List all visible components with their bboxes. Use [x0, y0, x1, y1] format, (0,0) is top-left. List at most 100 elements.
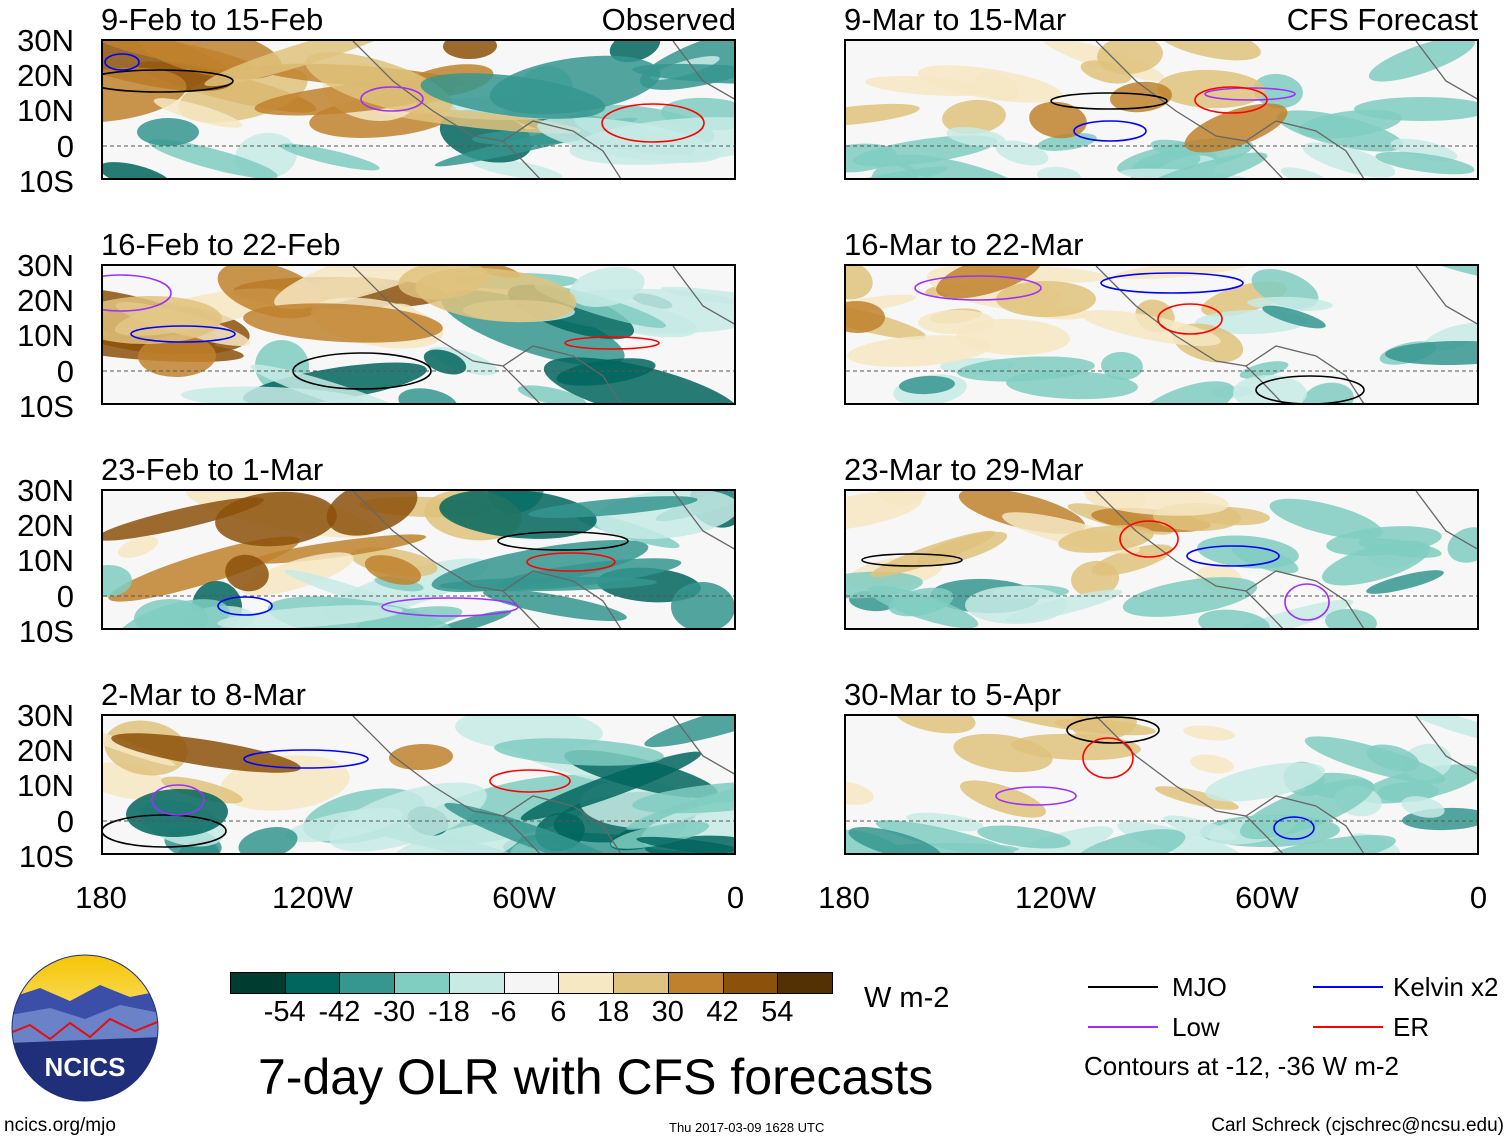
olr-anomaly-blob [1137, 381, 1235, 403]
lat-label: 10N [17, 768, 74, 804]
lat-label: 20N [17, 733, 74, 769]
olr-anomaly-blob [111, 733, 301, 773]
olr-anomaly-blob [1280, 167, 1330, 178]
footer-url[interactable]: ncics.org/mjo [4, 1115, 116, 1136]
coastline [352, 266, 734, 403]
olr-anomaly-blob [632, 780, 734, 814]
olr-anomaly-blob [117, 536, 159, 558]
olr-anomaly-blob [1325, 608, 1377, 628]
lat-label: 10S [18, 163, 74, 199]
legend-kelvin-line [1313, 986, 1383, 988]
olr-anomaly-blob [274, 266, 480, 309]
olr-anomaly-blob [204, 41, 404, 87]
legend-er-line [1313, 1026, 1383, 1028]
olr-anomaly-blob [871, 161, 919, 178]
olr-anomaly-blob [108, 536, 300, 602]
colorbar-swatch [777, 972, 833, 994]
olr-anomaly-blob [329, 782, 487, 852]
forecast-label: CFS Forecast [1286, 2, 1478, 37]
footer-author: Carl Schreck (cjschrec@ncsu.edu) [1211, 1115, 1504, 1136]
wave-contour [151, 784, 205, 816]
lat-label: 30N [17, 248, 74, 283]
olr-anomaly-blob [1029, 101, 1087, 139]
olr-anomaly-blob [936, 266, 1042, 299]
olr-anomaly-blob [398, 388, 458, 403]
ncics-logo: NCICS [11, 954, 159, 1102]
wave-contour [1050, 92, 1168, 110]
olr-anomaly-blob [148, 139, 278, 178]
legend-er-label: ER [1393, 1012, 1430, 1042]
olr-anomaly-blob [443, 41, 497, 60]
lon-label: 180 [818, 880, 870, 915]
olr-anomaly-blob [238, 827, 298, 853]
lat-label: 10S [18, 388, 74, 424]
coastline [1095, 41, 1477, 178]
olr-anomaly-blob [942, 99, 1006, 135]
lat-label: 30N [17, 698, 74, 733]
olr-anomaly-blob [138, 334, 216, 378]
legend-mjo-label: MJO [1172, 972, 1227, 1002]
olr-anomaly-blob [988, 826, 1114, 853]
panel-title: 16-Feb to 22-Feb [101, 227, 341, 262]
colorbar-swatch [339, 972, 396, 994]
olr-anomaly-blob [1390, 138, 1458, 162]
olr-anomaly-blob [569, 266, 645, 308]
coastline [352, 491, 734, 628]
colorbar-label: -18 [427, 996, 470, 1028]
wave-contour [103, 69, 234, 93]
olr-anomaly-blob [103, 295, 222, 345]
colorbar-label: 42 [706, 996, 739, 1028]
wave-contour [103, 274, 172, 312]
olr-anomaly-blob [528, 496, 698, 518]
lat-label: 10S [18, 613, 74, 649]
panel-title: 2-Mar to 8-Mar [101, 677, 306, 712]
olr-anomaly-blob [1262, 305, 1326, 329]
logo-text: NCICS [45, 1052, 126, 1082]
olr-anomaly-blob [215, 491, 337, 547]
wave-contour [130, 325, 236, 343]
colorbar-swatch [722, 972, 779, 994]
olr-anomaly-blob [1269, 498, 1383, 540]
wave-contour [217, 596, 273, 616]
olr-anomaly-blob [846, 266, 873, 300]
wave-contour [489, 769, 571, 793]
olr-anomaly-blob [995, 140, 1049, 166]
olr-anomaly-blob [423, 349, 467, 375]
olr-anomaly-blob [1163, 815, 1237, 841]
olr-anomaly-blob [137, 118, 199, 146]
lon-label: 120W [272, 880, 353, 915]
olr-anomaly-blob [899, 375, 955, 395]
olr-anomaly-blob [1302, 382, 1354, 403]
wave-contour [243, 749, 369, 769]
olr-anomaly-blob [420, 73, 606, 119]
olr-anomaly-blob [1368, 41, 1476, 82]
olr-anomaly-blob [918, 309, 994, 335]
olr-anomaly-blob [1081, 310, 1221, 346]
olr-anomaly-blob [225, 554, 269, 592]
wave-contour [1194, 86, 1268, 114]
olr-anomaly-blob [280, 143, 380, 171]
olr-anomaly-blob [103, 162, 171, 178]
olr-anomaly-blob [286, 807, 404, 843]
panel-title: 23-Feb to 1-Mar [101, 452, 324, 487]
olr-anomaly-blob [1157, 41, 1261, 61]
olr-anomaly-blob [960, 780, 1046, 818]
observed-label: Observed [601, 2, 736, 37]
olr-map-panel [844, 714, 1479, 855]
olr-anomaly-blob [846, 300, 885, 334]
olr-anomaly-blob [1205, 762, 1325, 802]
colorbar-swatch [558, 972, 615, 994]
olr-anomaly-blob [988, 716, 1116, 733]
lat-label: 30N [17, 23, 74, 58]
olr-anomaly-blob [1233, 374, 1307, 403]
wave-contour [1100, 272, 1244, 294]
olr-anomaly-blob [1005, 589, 1123, 623]
olr-anomaly-blob [1401, 796, 1445, 818]
olr-anomaly-blob [364, 555, 422, 585]
olr-anomaly-blob [846, 143, 897, 173]
wave-contour [526, 552, 616, 572]
wave-contour [995, 786, 1077, 806]
lat-label: 0 [56, 128, 74, 164]
lat-label: 10N [17, 318, 74, 354]
